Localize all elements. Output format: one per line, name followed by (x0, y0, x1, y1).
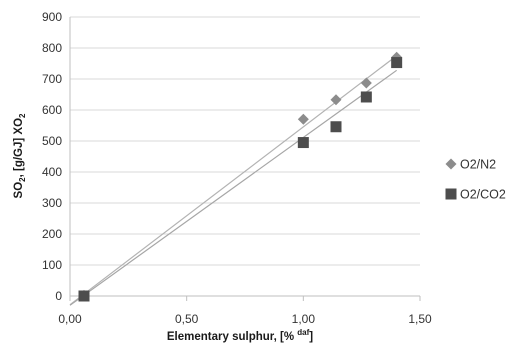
data-point-o2-co2 (78, 290, 90, 302)
data-point-o2-n2 (360, 77, 372, 89)
data-point-o2-n2 (297, 113, 309, 125)
x-axis-title: Elementary sulphur, [% daf] (167, 328, 313, 343)
x-tick-label: 1,50 (408, 312, 432, 326)
y-tick-label: 900 (42, 10, 62, 24)
y-tick-label: 600 (42, 103, 62, 117)
gridlines (70, 16, 420, 266)
data-point-o2-n2 (330, 94, 342, 106)
trendline (69, 55, 398, 306)
data-points (78, 51, 403, 302)
legend: O2/N2 O2/CO2 (445, 158, 506, 202)
data-point-o2-co2 (391, 57, 403, 69)
x-tick-label: 0,50 (175, 312, 199, 326)
y-tick-label: 100 (42, 258, 62, 272)
y-tick-label: 200 (42, 227, 62, 241)
y-tick-labels: 0 100 200 300 400 500 600 700 800 900 (42, 10, 62, 303)
trendlines (69, 55, 398, 306)
x-tick-labels: 0,00 0,50 1,00 1,50 (58, 312, 432, 326)
legend-label: O2/N2 (460, 158, 496, 172)
y-axis-title: SO2, [g/GJ] XO2 (13, 113, 27, 199)
y-tick-label: 800 (42, 41, 62, 55)
y-tick-label: 400 (42, 165, 62, 179)
y-tick-label: 700 (42, 72, 62, 86)
legend-label: O2/CO2 (460, 188, 506, 202)
data-point-o2-co2 (297, 137, 309, 149)
x-tick-label: 1,00 (292, 312, 316, 326)
x-tick-label: 0,00 (58, 312, 82, 326)
legend-marker (445, 188, 457, 200)
data-point-o2-co2 (360, 91, 372, 103)
trendline (69, 69, 398, 306)
y-tick-label: 500 (42, 134, 62, 148)
axes (69, 17, 421, 301)
data-point-o2-co2 (330, 121, 342, 133)
legend-marker (445, 158, 457, 170)
y-tick-label: 0 (55, 289, 62, 303)
y-tick-label: 300 (42, 196, 62, 210)
